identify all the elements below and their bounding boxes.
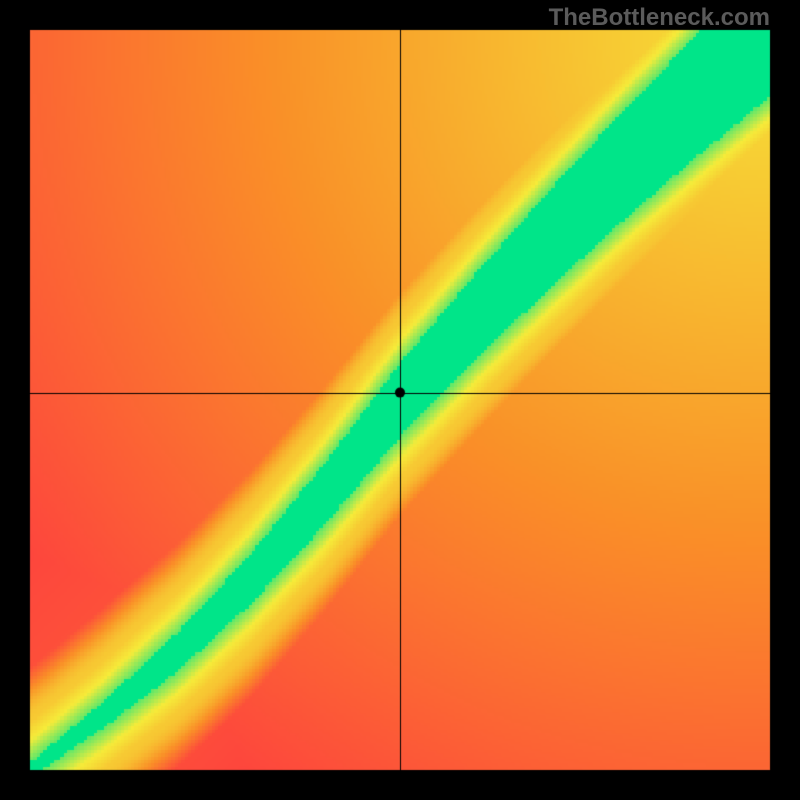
watermark-text: TheBottleneck.com xyxy=(549,4,770,32)
bottleneck-heatmap xyxy=(0,0,800,800)
chart-container: { "watermark": { "text": "TheBottleneck.… xyxy=(0,0,800,800)
